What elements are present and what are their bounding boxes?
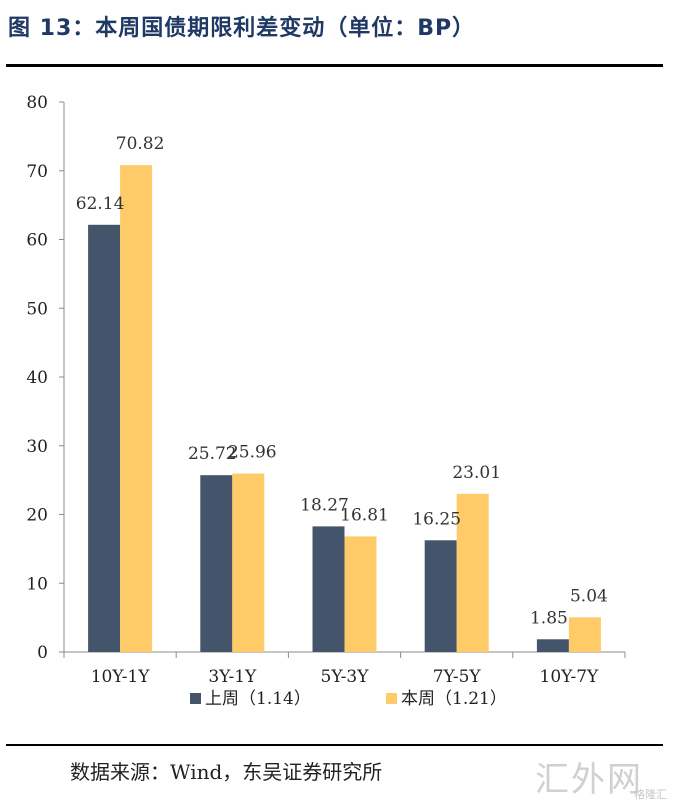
watermark-small-text: 格隆汇 <box>634 788 667 801</box>
bar <box>88 224 121 652</box>
chart-bars <box>88 165 601 653</box>
bar <box>120 165 153 653</box>
chart-legend: 上周（1.14） 本周（1.21） <box>190 689 507 709</box>
y-tick-label: 20 <box>26 506 48 526</box>
x-tick-label: 7Y-5Y <box>433 667 482 687</box>
bar <box>232 473 265 652</box>
data-label: 62.14 <box>76 194 125 214</box>
bar <box>536 639 569 652</box>
legend-swatch <box>190 693 201 704</box>
data-label: 23.01 <box>452 463 501 483</box>
x-tick-label: 10Y-1Y <box>91 667 151 687</box>
bar <box>424 540 457 652</box>
x-tick-label: 10Y-7Y <box>540 667 600 687</box>
data-label: 5.04 <box>570 586 608 606</box>
data-source-note: 数据来源：Wind，东吴证券研究所 <box>70 760 383 784</box>
watermark-text: 汇外网 <box>535 760 643 800</box>
x-tick-label: 5Y-3Y <box>321 667 370 687</box>
bar <box>568 617 601 652</box>
data-label: 70.82 <box>116 134 165 154</box>
chart-data-labels: 62.14 25.72 18.27 16.25 1.85 70.82 25.96 16.81 2… <box>76 134 608 628</box>
data-label: 18.27 <box>300 495 349 515</box>
top-rule <box>6 64 663 67</box>
y-tick-label: 50 <box>26 299 48 319</box>
bar-chart: 0 10 20 30 40 50 60 70 80 10Y-1Y 3Y-1Y 5Y-3Y 7Y-5Y 10… <box>26 93 626 709</box>
bar <box>344 536 377 652</box>
y-tick-label: 0 <box>37 643 48 663</box>
data-label: 25.72 <box>188 444 237 464</box>
legend-label: 上周（1.14） <box>205 689 311 709</box>
data-label: 25.96 <box>228 443 277 463</box>
y-tick-label: 60 <box>26 231 48 251</box>
data-label: 16.25 <box>412 509 461 529</box>
y-tick-label: 40 <box>26 368 48 388</box>
bar <box>200 475 233 652</box>
bar <box>312 526 345 652</box>
chart-title: 图 13：本周国债期限利差变动（单位：BP） <box>8 16 476 41</box>
data-label: 1.85 <box>530 608 568 628</box>
x-tick-label: 3Y-1Y <box>208 667 257 687</box>
y-tick-label: 10 <box>26 574 48 594</box>
bottom-rule <box>6 744 663 746</box>
y-tick-label: 80 <box>26 93 48 113</box>
y-tick-label: 70 <box>26 162 48 182</box>
legend-swatch <box>386 693 397 704</box>
chart-axes: 0 10 20 30 40 50 60 70 80 10Y-1Y 3Y-1Y 5Y-3Y 7Y-5Y 10… <box>26 93 626 687</box>
bar <box>456 493 489 652</box>
y-tick-label: 30 <box>26 437 48 457</box>
data-label: 16.81 <box>340 505 389 525</box>
legend-label: 本周（1.21） <box>401 689 507 709</box>
